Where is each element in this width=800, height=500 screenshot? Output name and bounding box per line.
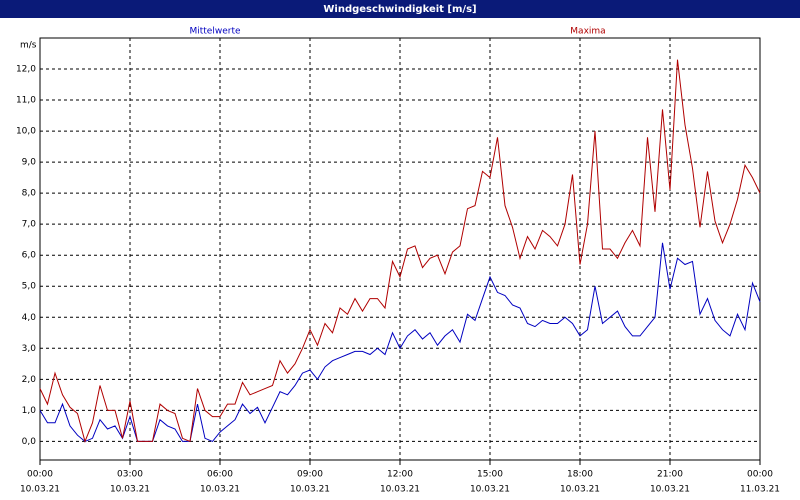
x-tick-label: 21:00 xyxy=(657,470,683,480)
x-tick-date: 10.03.21 xyxy=(20,485,60,495)
y-tick-label: 3,0 xyxy=(22,344,37,354)
x-tick-label: 18:00 xyxy=(567,470,593,480)
x-tick-label: 06:00 xyxy=(207,470,233,480)
y-tick-label: 11,0 xyxy=(16,96,36,106)
chart-title: Windgeschwindigkeit [m/s] xyxy=(323,4,476,15)
x-tick-date: 10.03.21 xyxy=(650,485,690,495)
x-tick-date: 10.03.21 xyxy=(200,485,240,495)
y-tick-label: 2,0 xyxy=(22,375,37,385)
x-tick-label: 15:00 xyxy=(477,470,503,480)
legend-entry: Maxima xyxy=(570,27,605,37)
x-tick-date: 10.03.21 xyxy=(290,485,330,495)
y-unit: m/s xyxy=(20,41,37,51)
y-tick-label: 4,0 xyxy=(22,313,37,323)
y-tick-label: 12,0 xyxy=(16,65,36,75)
x-tick-date: 10.03.21 xyxy=(380,485,420,495)
y-tick-label: 7,0 xyxy=(22,220,37,230)
y-tick-label: 8,0 xyxy=(22,189,37,199)
x-tick-date: 10.03.21 xyxy=(110,485,150,495)
legend-entry: Mittelwerte xyxy=(189,27,240,37)
x-tick-label: 00:00 xyxy=(747,470,773,480)
x-tick-date: 11.03.21 xyxy=(740,485,780,495)
y-tick-label: 5,0 xyxy=(22,282,37,292)
x-tick-label: 03:00 xyxy=(117,470,143,480)
x-tick-date: 10.03.21 xyxy=(560,485,600,495)
title-bar xyxy=(0,0,800,18)
x-tick-label: 12:00 xyxy=(387,470,413,480)
y-tick-label: 10,0 xyxy=(16,127,36,137)
x-tick-date: 10.03.21 xyxy=(470,485,510,495)
x-tick-label: 00:00 xyxy=(27,470,53,480)
y-tick-label: 0,0 xyxy=(22,437,37,447)
y-tick-label: 1,0 xyxy=(22,406,37,416)
series-line xyxy=(39,242,761,443)
y-tick-label: 6,0 xyxy=(22,251,37,261)
x-tick-label: 09:00 xyxy=(297,470,323,480)
series-line xyxy=(39,59,761,443)
y-tick-label: 9,0 xyxy=(22,158,37,168)
